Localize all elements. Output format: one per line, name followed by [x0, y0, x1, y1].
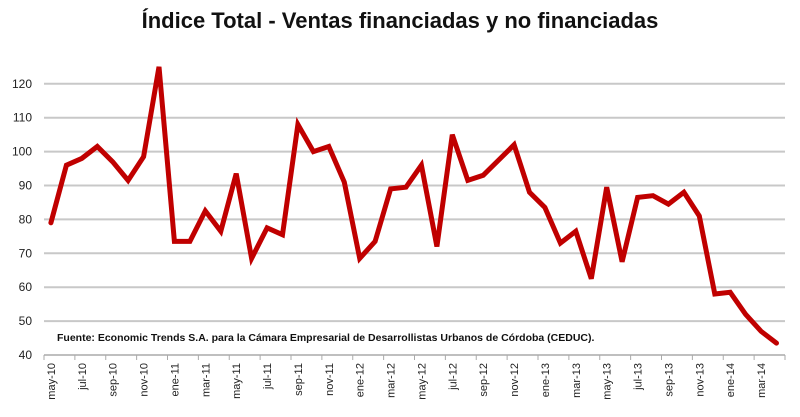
x-tick-label: jul-13 — [633, 363, 645, 391]
x-tick-label: mar-13 — [571, 363, 583, 398]
x-tick-label: ene-12 — [355, 363, 367, 397]
y-tick-label: 40 — [19, 348, 33, 362]
x-tick-label: may-10 — [46, 363, 58, 400]
chart-title: Índice Total - Ventas financiadas y no f… — [141, 8, 659, 33]
x-tick-label: nov-13 — [694, 363, 706, 397]
x-tick-label: ene-13 — [540, 363, 552, 397]
x-tick-label: ene-14 — [725, 363, 737, 397]
x-tick-label: jul-10 — [77, 363, 89, 391]
y-tick-label: 120 — [12, 77, 32, 91]
x-tick-label: may-13 — [602, 363, 614, 400]
y-tick-label: 80 — [19, 212, 33, 226]
y-tick-label: 70 — [19, 246, 33, 260]
x-tick-label: sep-12 — [478, 363, 490, 397]
source-note: Fuente: Economic Trends S.A. para la Cám… — [57, 332, 594, 344]
y-tick-label: 50 — [19, 314, 33, 328]
x-tick-label: sep-10 — [108, 363, 120, 397]
x-tick-label: sep-13 — [663, 363, 675, 397]
x-tick-label: ene-11 — [169, 363, 181, 396]
y-tick-label: 100 — [12, 145, 32, 159]
series-line-indice-total — [48, 66, 779, 346]
x-tick-label: nov-11 — [324, 363, 336, 396]
y-tick-label: 60 — [19, 280, 33, 294]
x-tick-label: jul-11 — [262, 363, 274, 390]
x-tick-label: nov-12 — [509, 363, 521, 397]
x-tick-label: mar-14 — [756, 363, 768, 398]
x-tick-label: mar-11 — [200, 363, 212, 397]
y-tick-label: 110 — [13, 111, 32, 125]
x-tick-label: nov-10 — [139, 363, 151, 397]
x-tick-label: sep-11 — [293, 363, 305, 396]
y-tick-label: 90 — [19, 179, 33, 193]
x-tick-label: mar-12 — [386, 363, 398, 398]
x-tick-label: may-12 — [416, 363, 428, 400]
x-tick-label: may-11 — [231, 363, 243, 399]
x-tick-label: jul-12 — [447, 363, 459, 391]
